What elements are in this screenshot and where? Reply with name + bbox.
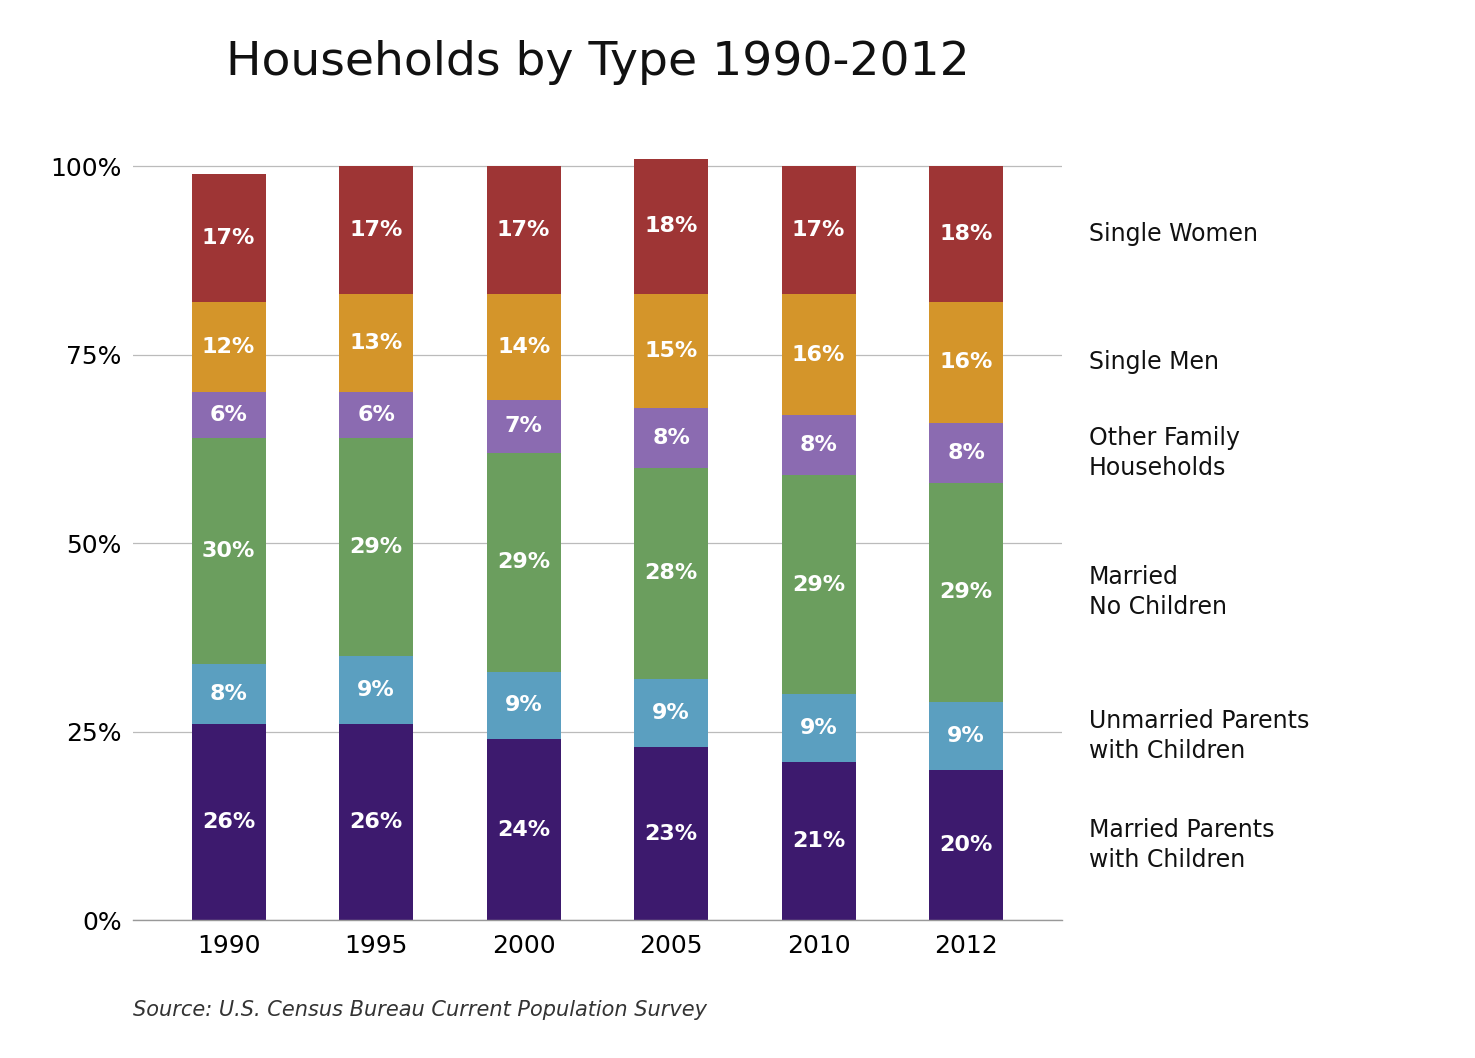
Text: 17%: 17% xyxy=(497,220,550,240)
Bar xyxy=(339,725,413,920)
Text: 13%: 13% xyxy=(350,333,403,353)
Text: 24%: 24% xyxy=(497,820,550,840)
Bar xyxy=(634,747,708,920)
Text: 21%: 21% xyxy=(792,832,845,852)
Bar xyxy=(192,393,266,438)
Text: 8%: 8% xyxy=(652,427,690,448)
Text: 23%: 23% xyxy=(645,824,698,843)
Bar xyxy=(929,302,1003,422)
Bar xyxy=(192,664,266,725)
Bar xyxy=(782,415,855,475)
Text: 18%: 18% xyxy=(645,217,698,237)
Bar xyxy=(339,656,413,725)
Text: Other Family
Households: Other Family Households xyxy=(1089,426,1239,479)
Bar xyxy=(634,294,708,407)
Bar xyxy=(487,740,560,920)
Bar xyxy=(339,166,413,294)
Bar xyxy=(487,294,560,400)
Text: 9%: 9% xyxy=(799,718,838,738)
Bar xyxy=(487,166,560,294)
Bar xyxy=(782,166,855,294)
Bar xyxy=(782,475,855,694)
Text: 28%: 28% xyxy=(645,564,698,583)
Text: 9%: 9% xyxy=(947,726,985,746)
Title: Households by Type 1990-2012: Households by Type 1990-2012 xyxy=(226,40,969,86)
Text: 8%: 8% xyxy=(799,435,838,455)
Text: 17%: 17% xyxy=(202,227,255,248)
Text: 6%: 6% xyxy=(357,405,395,425)
Bar xyxy=(487,400,560,453)
Text: Married
No Children: Married No Children xyxy=(1089,565,1227,619)
Text: 18%: 18% xyxy=(940,224,993,244)
Bar xyxy=(192,302,266,393)
Text: 29%: 29% xyxy=(350,537,403,558)
Text: 7%: 7% xyxy=(504,417,543,436)
Text: 6%: 6% xyxy=(209,405,248,425)
Text: 16%: 16% xyxy=(792,345,845,365)
Text: 12%: 12% xyxy=(202,338,255,358)
Text: 15%: 15% xyxy=(645,341,698,361)
Text: 20%: 20% xyxy=(940,835,993,855)
Text: 9%: 9% xyxy=(504,695,543,715)
Text: 30%: 30% xyxy=(202,541,255,561)
Text: 16%: 16% xyxy=(940,352,993,372)
Bar xyxy=(929,166,1003,302)
Text: 26%: 26% xyxy=(350,813,403,833)
Bar xyxy=(929,701,1003,769)
Text: 8%: 8% xyxy=(209,685,248,705)
Text: Single Women: Single Women xyxy=(1089,222,1258,247)
Bar xyxy=(782,294,855,415)
Text: 29%: 29% xyxy=(792,574,845,595)
Text: 8%: 8% xyxy=(947,443,985,462)
Bar xyxy=(192,174,266,302)
Text: 17%: 17% xyxy=(350,220,403,240)
Bar xyxy=(192,725,266,920)
Text: 9%: 9% xyxy=(357,680,395,700)
Bar xyxy=(634,679,708,747)
Text: 29%: 29% xyxy=(497,552,550,572)
Text: Unmarried Parents
with Children: Unmarried Parents with Children xyxy=(1089,709,1308,763)
Bar xyxy=(487,453,560,672)
Bar xyxy=(192,438,266,664)
Bar xyxy=(782,762,855,920)
Text: 9%: 9% xyxy=(652,703,690,723)
Bar xyxy=(929,769,1003,920)
Text: 26%: 26% xyxy=(202,813,255,833)
Text: 14%: 14% xyxy=(497,338,550,358)
Text: Single Men: Single Men xyxy=(1089,350,1218,375)
Text: Married Parents
with Children: Married Parents with Children xyxy=(1089,818,1274,872)
Bar xyxy=(929,422,1003,482)
Bar xyxy=(339,393,413,438)
Bar xyxy=(634,407,708,468)
Bar xyxy=(634,468,708,679)
Bar xyxy=(487,672,560,740)
Bar xyxy=(339,438,413,656)
Bar xyxy=(339,294,413,393)
Text: 17%: 17% xyxy=(792,220,845,240)
Text: 29%: 29% xyxy=(940,582,993,602)
Bar xyxy=(929,482,1003,701)
Bar xyxy=(634,159,708,294)
Bar xyxy=(782,694,855,762)
Text: Source: U.S. Census Bureau Current Population Survey: Source: U.S. Census Bureau Current Popul… xyxy=(133,1000,707,1020)
